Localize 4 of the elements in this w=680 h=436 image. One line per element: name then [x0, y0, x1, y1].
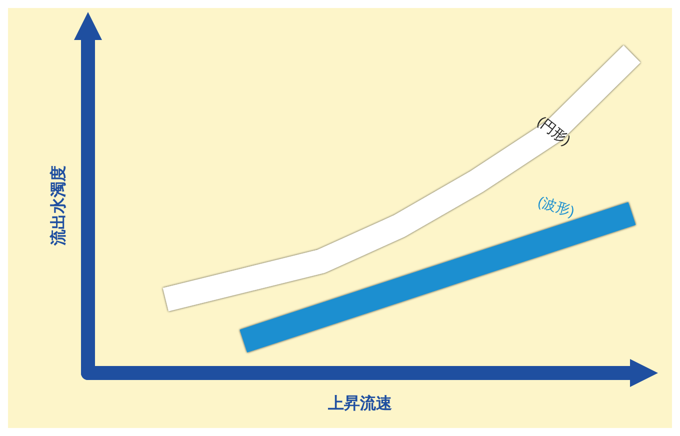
x-axis-title: 上昇流速	[327, 394, 393, 412]
text: (波形)	[536, 193, 577, 220]
text: (円形)	[534, 112, 574, 148]
y-axis-title: 流出水濁度	[48, 166, 68, 246]
